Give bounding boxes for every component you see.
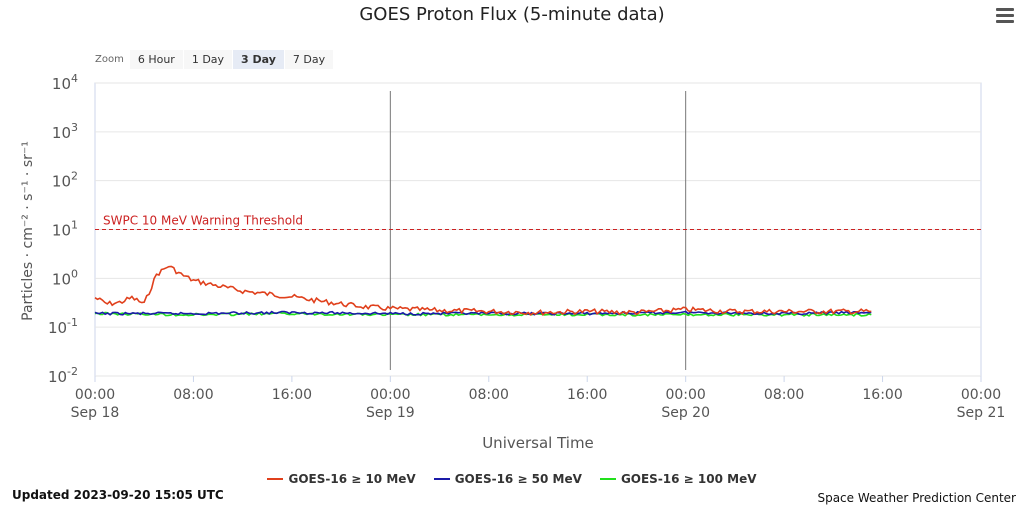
x-tick-label: 00:00: [961, 387, 1001, 403]
zoom-3-day-button[interactable]: 3 Day: [233, 49, 284, 69]
legend: GOES-16 ≥ 10 MeV GOES-16 ≥ 50 MeV GOES-1…: [0, 472, 1024, 486]
x-tick-label: 00:00: [75, 387, 115, 403]
legend-item-100mev[interactable]: GOES-16 ≥ 100 MeV: [599, 472, 757, 486]
series-line-10mev: [94, 265, 872, 316]
legend-item-10mev[interactable]: GOES-16 ≥ 10 MeV: [267, 472, 416, 486]
chart-title: GOES Proton Flux (5-minute data): [359, 4, 665, 25]
y-tick-label: 104: [52, 72, 78, 93]
credit-text: Space Weather Prediction Center: [817, 491, 1016, 505]
x-tick-label: 00:00: [665, 387, 705, 403]
warning-threshold-label: SWPC 10 MeV Warning Threshold: [103, 214, 303, 228]
x-tick-label: 08:00: [764, 387, 804, 403]
y-tick-label: 102: [52, 170, 78, 191]
x-tick-label: 16:00: [567, 387, 607, 403]
x-tick-date-label: Sep 18: [71, 405, 120, 421]
legend-swatch-50mev: [433, 478, 450, 480]
axis-layer: 10-2 10-1 100 101 102 103 104 00:00 Sep 18 08:00 1…: [48, 72, 1005, 421]
x-tick-date-label: Sep 21: [957, 405, 1006, 421]
x-tick-date-label: Sep 19: [366, 405, 415, 421]
x-tick-label: 00:00: [370, 387, 410, 403]
legend-label-100mev: GOES-16 ≥ 100 MeV: [620, 472, 757, 486]
proton-flux-chart: SWPC 10 MeV Warning Threshold 10-210-110…: [20, 72, 1005, 452]
y-tick-label: 103: [52, 121, 78, 142]
y-tick-label: 100: [52, 267, 78, 288]
day-boundary-layer: [389, 91, 687, 370]
zoom-bar: Zoom 6 Hour 1 Day 3 Day 7 Day: [95, 49, 334, 69]
zoom-7-day-button[interactable]: 7 Day: [284, 49, 334, 69]
updated-timestamp: Updated 2023-09-20 15:05 UTC: [12, 488, 224, 502]
legend-item-50mev[interactable]: GOES-16 ≥ 50 MeV: [433, 472, 582, 486]
threshold-layer: SWPC 10 MeV Warning Threshold: [95, 214, 981, 230]
legend-label-10mev: GOES-16 ≥ 10 MeV: [288, 472, 416, 486]
x-tick-date-label: Sep 20: [661, 405, 710, 421]
y-tick-label: 10-2: [48, 365, 78, 386]
x-tick-label: 08:00: [469, 387, 509, 403]
x-tick-label: 08:00: [173, 387, 213, 403]
y-tick-label: 101: [52, 219, 78, 240]
x-axis-title: Universal Time: [482, 434, 594, 452]
legend-swatch-10mev: [267, 478, 284, 480]
zoom-1-day-button[interactable]: 1 Day: [183, 49, 233, 69]
hamburger-menu-icon[interactable]: [996, 8, 1014, 24]
y-axis-title: Particles · cm⁻² · s⁻¹ · sr⁻¹: [20, 141, 36, 321]
series-layer: [94, 265, 872, 317]
legend-swatch-100mev: [599, 478, 616, 480]
zoom-label: Zoom: [95, 53, 124, 65]
x-tick-label: 16:00: [272, 387, 312, 403]
y-tick-label: 10-1: [48, 316, 78, 337]
x-tick-label: 16:00: [862, 387, 902, 403]
legend-label-50mev: GOES-16 ≥ 50 MeV: [454, 472, 582, 486]
zoom-6-hour-button[interactable]: 6 Hour: [129, 49, 183, 69]
